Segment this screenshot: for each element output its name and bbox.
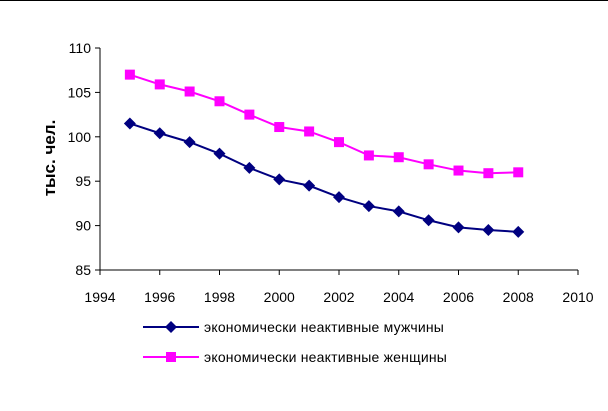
- data-point: [273, 173, 286, 186]
- x-tick-label: 1998: [204, 289, 235, 305]
- data-point: [513, 167, 524, 178]
- data-point: [334, 137, 344, 148]
- data-point: [452, 221, 465, 234]
- y-tick-label: 110: [69, 40, 92, 56]
- data-point: [453, 165, 464, 176]
- x-tick-label: 2000: [264, 289, 295, 305]
- plot-area: [123, 69, 525, 238]
- series-2: [124, 69, 524, 179]
- data-point: [243, 161, 256, 174]
- x-tick-label: 2002: [323, 289, 354, 305]
- x-tick-label: 2010: [562, 289, 593, 305]
- x-tick-label: 1996: [144, 289, 175, 305]
- series-1: [123, 117, 525, 238]
- data-point: [154, 79, 165, 90]
- y-tick-label: 95: [75, 173, 91, 189]
- x-tick-label: 1994: [84, 289, 115, 305]
- legend: экономически неактивные мужчины экономиче…: [143, 319, 447, 365]
- data-point: [274, 122, 285, 133]
- legend-label: экономически неактивные мужчины: [204, 319, 444, 335]
- data-point: [213, 147, 226, 160]
- data-point: [482, 224, 495, 237]
- data-point: [483, 168, 494, 179]
- x-tick-label: 2004: [383, 289, 414, 305]
- data-point: [244, 109, 255, 120]
- data-point: [363, 150, 374, 161]
- y-tick-label: 85: [75, 262, 91, 278]
- data-point: [393, 152, 404, 163]
- y-tick-label: 100: [68, 129, 92, 145]
- x-tick-label: 2008: [503, 289, 534, 305]
- data-point: [333, 191, 345, 204]
- legend-marker: [166, 352, 176, 362]
- axes: 85 90 95 100 105 110 1994 1996 1998 2000 2002 2004 2…: [68, 40, 594, 305]
- data-point: [123, 117, 136, 130]
- data-point: [183, 136, 196, 149]
- data-point: [392, 205, 405, 218]
- data-point: [362, 200, 375, 213]
- data-point: [423, 159, 434, 170]
- data-point: [422, 214, 435, 227]
- y-axis-label: тыс. чел.: [40, 120, 59, 197]
- data-point: [214, 96, 225, 107]
- y-tick-label: 105: [68, 84, 92, 100]
- series-line: [129, 122, 519, 233]
- data-point: [303, 179, 316, 192]
- data-point: [304, 126, 315, 137]
- legend-entry: экономически неактивные мужчины: [143, 319, 444, 335]
- legend-label: экономически неактивные женщины: [204, 349, 447, 365]
- y-tick-label: 90: [75, 218, 91, 234]
- x-tick-label: 2006: [443, 289, 474, 305]
- data-point: [184, 86, 195, 97]
- legend-marker: [165, 321, 177, 333]
- data-point: [124, 69, 135, 80]
- data-point: [153, 127, 166, 140]
- legend-entry: экономически неактивные женщины: [143, 349, 447, 365]
- data-point: [512, 225, 525, 238]
